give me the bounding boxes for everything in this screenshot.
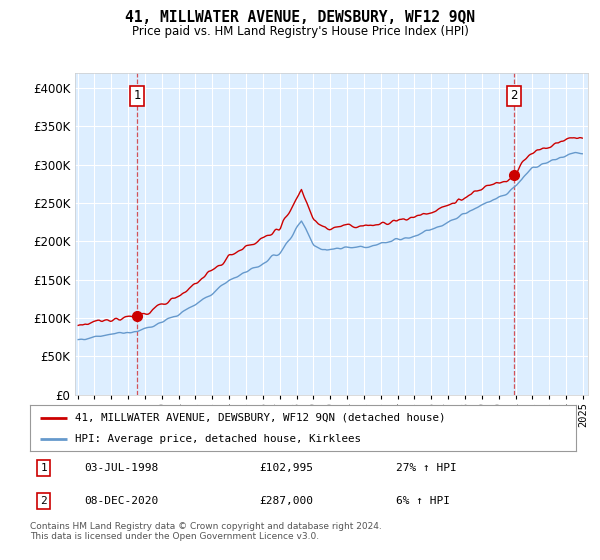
Text: 41, MILLWATER AVENUE, DEWSBURY, WF12 9QN (detached house): 41, MILLWATER AVENUE, DEWSBURY, WF12 9QN… bbox=[75, 413, 445, 423]
Text: Contains HM Land Registry data © Crown copyright and database right 2024.
This d: Contains HM Land Registry data © Crown c… bbox=[30, 522, 382, 542]
Text: 6% ↑ HPI: 6% ↑ HPI bbox=[396, 496, 450, 506]
Text: HPI: Average price, detached house, Kirklees: HPI: Average price, detached house, Kirk… bbox=[75, 434, 361, 444]
Text: 1: 1 bbox=[40, 463, 47, 473]
Text: £287,000: £287,000 bbox=[259, 496, 313, 506]
Text: 27% ↑ HPI: 27% ↑ HPI bbox=[396, 463, 457, 473]
Text: 2: 2 bbox=[40, 496, 47, 506]
Text: 08-DEC-2020: 08-DEC-2020 bbox=[85, 496, 159, 506]
Text: £102,995: £102,995 bbox=[259, 463, 313, 473]
Text: 03-JUL-1998: 03-JUL-1998 bbox=[85, 463, 159, 473]
Text: Price paid vs. HM Land Registry's House Price Index (HPI): Price paid vs. HM Land Registry's House … bbox=[131, 25, 469, 38]
Text: 41, MILLWATER AVENUE, DEWSBURY, WF12 9QN: 41, MILLWATER AVENUE, DEWSBURY, WF12 9QN bbox=[125, 10, 475, 25]
Text: 2: 2 bbox=[511, 89, 518, 102]
Text: 1: 1 bbox=[133, 89, 141, 102]
